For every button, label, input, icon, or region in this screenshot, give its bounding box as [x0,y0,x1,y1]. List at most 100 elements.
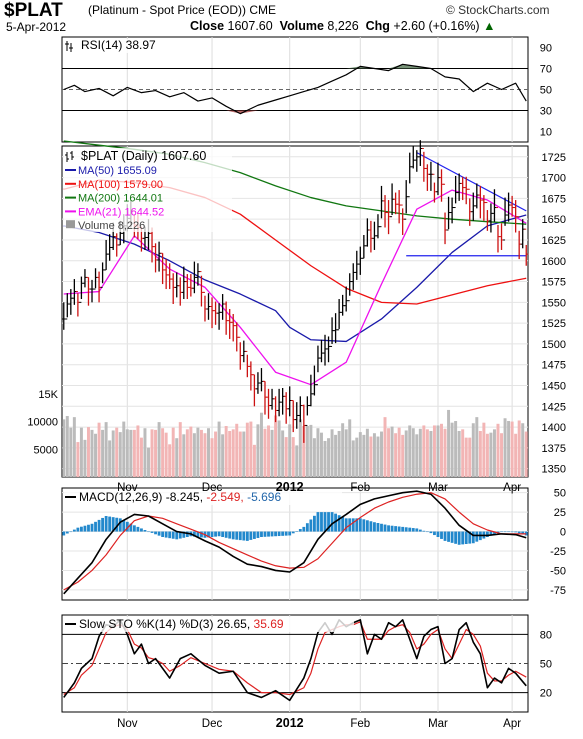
volume-bar [369,436,373,477]
macd-histogram-bar [298,529,302,532]
macd-tick-label: 25 [554,507,566,519]
rsi-tick-label: 10 [540,127,552,139]
macd-histogram-bar [387,525,390,532]
macd-histogram-bar [147,531,150,533]
x-axis-label: Apr [503,482,521,494]
volume-bar [111,430,115,477]
macd-histogram-bar [330,512,334,532]
macd-histogram-bar [433,531,436,536]
macd-histogram-bar [115,517,119,532]
macd-histogram-bar [274,531,277,537]
exchange-name: CME [249,3,277,17]
macd-title-part: -2.549, [206,490,247,504]
macd-histogram-bar [252,531,256,539]
volume-bar [372,433,376,477]
price-tick-label: 1625 [542,235,566,247]
macd-histogram-bar [295,531,299,532]
volume-bar [277,420,281,477]
volume-bar [489,432,493,477]
macd-histogram-bar [373,522,376,532]
macd-histogram-bar [394,526,398,532]
macd-histogram-bar [157,531,161,536]
macd-histogram-bar [376,523,380,532]
macd-histogram-bar [207,531,210,538]
volume-bar [207,428,210,477]
price-title: $PLAT (Daily) 1607.60 [81,149,206,163]
volume-bar [298,419,302,477]
macd-histogram-bar [164,531,168,538]
macd-histogram-bar [362,519,366,532]
volume-bar [478,430,482,477]
volume-bar [365,428,369,477]
x-axis-label: Nov [117,718,138,730]
macd-histogram-bar [104,516,108,532]
volume-bar [249,421,253,477]
x-axis-label: 2012 [276,716,304,730]
macd-histogram-bar [175,531,179,540]
volume-bar [330,429,334,477]
macd-histogram-bar [341,516,345,532]
volume-bar [90,429,94,477]
x-axis-label: Dec [202,482,223,494]
volume-bar [312,438,316,477]
macd-title-part: -8.245, [166,490,207,504]
legend-entry: EMA(21) 1644.52 [78,206,164,218]
macd-histogram-bar [337,515,341,532]
volume-bar [440,423,443,477]
macd-histogram-bar [256,531,260,538]
volume-bar [432,425,436,477]
macd-title-part: -5.696 [247,490,281,504]
macd-histogram-bar [390,525,394,532]
volume-bar [210,438,214,477]
chart-header: $PLAT (Platinum - Spot Price (EOD)) CME … [0,0,583,21]
volume-bar [415,434,419,477]
volume-bar [147,447,150,477]
volume-bar [327,438,331,477]
macd-histogram-bar [108,516,112,532]
rsi-tick-label: 30 [540,106,552,118]
macd-histogram-bar [489,531,493,536]
volume-bar [259,412,263,477]
price-tick-label: 1675 [542,193,566,205]
volume-bar [507,421,511,477]
volume-bar [422,425,426,477]
macd-histogram-bar [221,531,225,537]
x-axis-label: Mar [428,482,448,494]
macd-tick-label: 50 [554,488,566,500]
macd-histogram-bar [521,531,525,535]
volume-bar [411,428,415,477]
brand-watermark: © StockCharts.com [446,3,550,17]
volume-bar [161,428,165,477]
volume-bar [143,428,147,477]
macd-histogram-bar [214,531,217,537]
macd-histogram-bar [517,531,521,534]
volume-bar [281,430,285,477]
rsi-overbought-fill [63,64,527,69]
volume-bar [228,430,232,477]
macd-histogram-bar [235,531,239,540]
macd-histogram-bar [450,531,454,543]
macd-histogram-bar [468,531,472,544]
sto-title-part: 26.65, [217,617,254,631]
quote-values: Close 1607.60 Volume 8,226 Chg +2.60 (+0… [190,19,495,33]
macd-histogram-bar [429,531,433,534]
volume-bar [471,423,475,477]
volume-bar [341,423,345,477]
volume-bar [122,421,126,477]
macd-histogram-bar [305,523,309,532]
rsi-title: RSI(14) 38.97 [81,38,156,52]
volume-bar [185,429,189,477]
volume-bar [199,429,203,477]
macd-histogram-bar [284,531,288,536]
macd-histogram-bar [475,531,479,542]
x-axis-label: Apr [503,718,521,730]
macd-histogram-bar [485,531,489,537]
macd-histogram-bar [192,531,196,537]
volume-bar [387,428,391,477]
volume-bar [245,422,249,477]
sto-d-line [63,621,527,696]
sto-title-backdrop [64,617,354,632]
macd-histogram-bar [397,526,401,532]
volume-bar [348,419,352,477]
macd-histogram-bar [365,520,369,532]
